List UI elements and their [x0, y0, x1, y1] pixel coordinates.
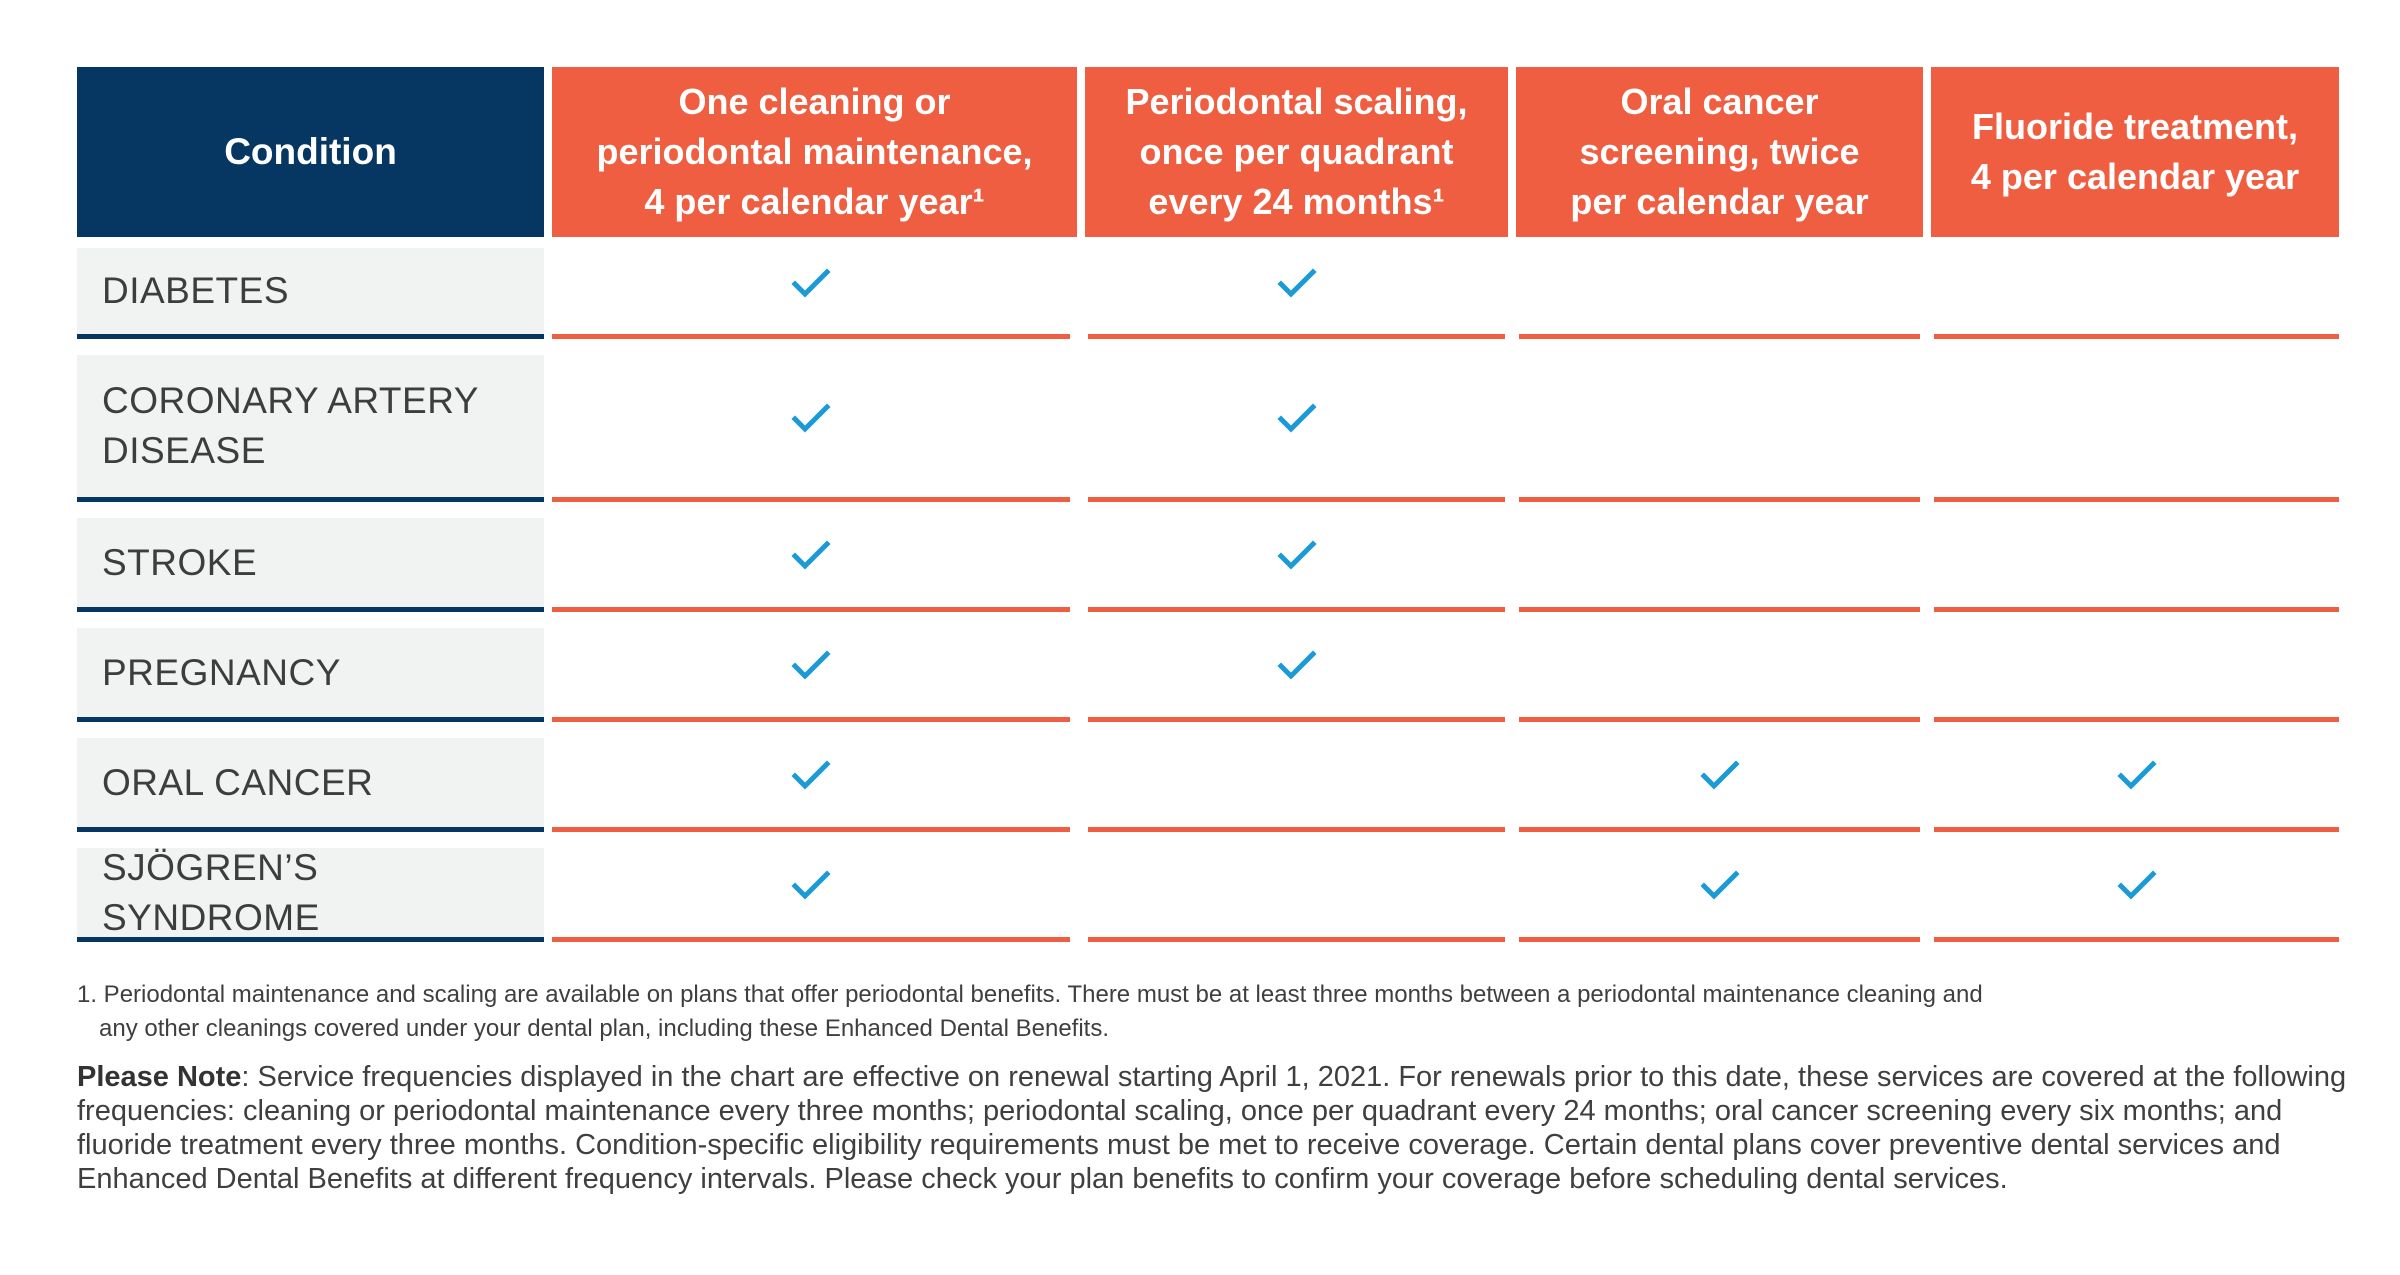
- row-divider: [1519, 717, 1920, 722]
- condition-label: DIABETES: [102, 270, 289, 311]
- row-stroke-condition: STROKE: [77, 518, 544, 612]
- header-scaling-line-2: once per quadrant: [1139, 131, 1454, 172]
- row-divider: [1934, 497, 2339, 502]
- header-cleaning-line-3: 4 per calendar year¹: [644, 181, 985, 222]
- please-note-text-1: : Service frequencies displayed in the c…: [241, 1061, 2347, 1093]
- row-divider: [1088, 334, 1505, 339]
- check-icon: [1277, 539, 1317, 571]
- check-icon: [1700, 759, 1740, 791]
- please-note-line-3: fluoride treatment every three months. C…: [77, 1129, 2281, 1161]
- footnote-line-2: any other cleanings covered under your d…: [99, 1015, 1110, 1042]
- header-fluoride: Fluoride treatment, 4 per calendar year: [1931, 67, 2339, 237]
- header-screening-line-3: per calendar year: [1570, 181, 1869, 222]
- please-note-line-1: Please Note: Service frequencies display…: [77, 1060, 2367, 1094]
- row-divider: [552, 607, 1070, 612]
- header-scaling-line-3: every 24 months¹: [1148, 181, 1445, 222]
- row-divider: [1934, 334, 2339, 339]
- row-sjogrens-syndrome-condition: SJÖGREN’S SYNDROME: [77, 847, 544, 942]
- header-cleaning: One cleaning or periodontal maintenance,…: [552, 67, 1077, 237]
- header-scaling-line-1: Periodontal scaling,: [1125, 81, 1468, 122]
- header-oral-cancer-screening: Oral cancer screening, twice per calenda…: [1516, 67, 1923, 237]
- check-icon: [1277, 267, 1317, 299]
- row-divider: [1934, 607, 2339, 612]
- please-note-line-2: frequencies: cleaning or periodontal mai…: [77, 1095, 2283, 1127]
- row-divider: [1519, 937, 1920, 942]
- condition-label: ORAL CANCER: [102, 761, 374, 803]
- row-divider: [1519, 497, 1920, 502]
- footnote: 1. Periodontal maintenance and scaling a…: [77, 978, 2339, 1046]
- header-condition: Condition: [77, 67, 544, 237]
- header-fluoride-line-1: Fluoride treatment,: [1971, 106, 2299, 147]
- row-pregnancy-condition: PREGNANCY: [77, 628, 544, 722]
- header-cleaning-line-1: One cleaning or: [678, 81, 951, 122]
- footnote-line-1: 1. Periodontal maintenance and scaling a…: [77, 981, 1983, 1008]
- condition-label: PREGNANCY: [102, 651, 341, 693]
- row-coronary-artery-disease-condition: CORONARY ARTERY DISEASE: [77, 355, 544, 502]
- row-divider: [1934, 827, 2339, 832]
- header-screening-line-1: Oral cancer: [1620, 81, 1819, 122]
- row-divider: [552, 334, 1070, 339]
- row-divider: [1934, 717, 2339, 722]
- row-diabetes-condition: DIABETES: [77, 248, 544, 339]
- check-icon: [791, 869, 831, 901]
- row-divider: [1088, 827, 1505, 832]
- row-divider: [1088, 937, 1505, 942]
- condition-label: SJÖGREN’S SYNDROME: [102, 846, 320, 938]
- row-divider: [1088, 717, 1505, 722]
- please-note: Please Note: Service frequencies display…: [77, 1060, 2367, 1196]
- row-divider: [1519, 334, 1920, 339]
- check-icon: [2117, 869, 2157, 901]
- row-divider: [1088, 607, 1505, 612]
- condition-label-line-2: DISEASE: [102, 430, 266, 471]
- header-cleaning-line-2: periodontal maintenance,: [596, 131, 1033, 172]
- please-note-label: Please Note: [77, 1061, 242, 1093]
- check-icon: [1700, 869, 1740, 901]
- condition-label: STROKE: [102, 541, 258, 583]
- check-icon: [791, 539, 831, 571]
- row-divider: [1934, 937, 2339, 942]
- row-divider: [552, 497, 1070, 502]
- please-note-line-4: Enhanced Dental Benefits at different fr…: [77, 1163, 2008, 1195]
- header-screening-line-2: screening, twice: [1579, 131, 1860, 172]
- condition-label-line-1: CORONARY ARTERY: [102, 380, 479, 421]
- header-fluoride-line-2: 4 per calendar year: [1970, 156, 2300, 197]
- row-divider: [1088, 497, 1505, 502]
- check-icon: [791, 267, 831, 299]
- header-scaling: Periodontal scaling, once per quadrant e…: [1085, 67, 1508, 237]
- row-divider: [1519, 607, 1920, 612]
- check-icon: [791, 649, 831, 681]
- check-icon: [1277, 402, 1317, 434]
- check-icon: [791, 402, 831, 434]
- row-divider: [552, 717, 1070, 722]
- check-icon: [1277, 649, 1317, 681]
- header-condition-label: Condition: [224, 131, 397, 172]
- check-icon: [2117, 759, 2157, 791]
- row-divider: [552, 827, 1070, 832]
- row-oral-cancer-condition: ORAL CANCER: [77, 738, 544, 832]
- row-divider: [1519, 827, 1920, 832]
- row-divider: [552, 937, 1070, 942]
- check-icon: [791, 759, 831, 791]
